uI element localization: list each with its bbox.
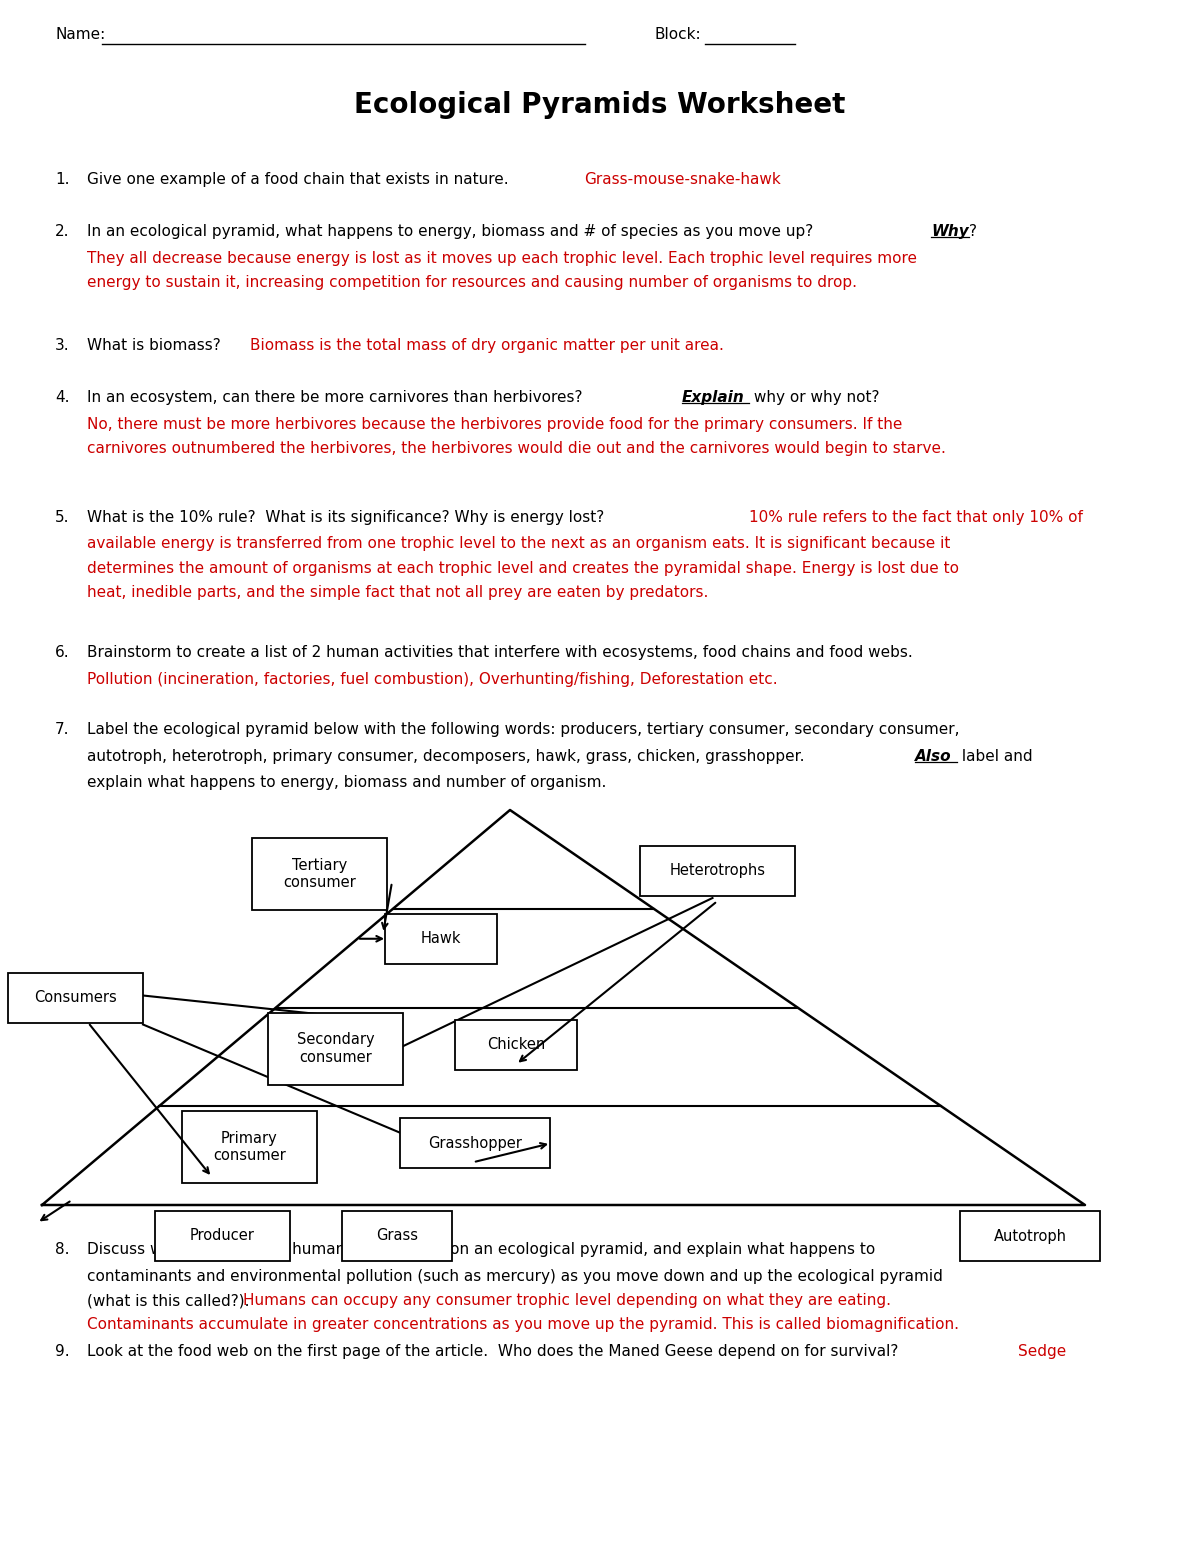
Text: Label the ecological pyramid below with the following words: producers, tertiary: Label the ecological pyramid below with …: [88, 722, 960, 738]
Text: why or why not?: why or why not?: [749, 390, 880, 405]
Bar: [455, 1019, 577, 1070]
Bar: [155, 1211, 290, 1261]
Text: explain what happens to energy, biomass and number of organism.: explain what happens to energy, biomass …: [88, 775, 606, 790]
Text: determines the amount of organisms at each trophic level and creates the pyramid: determines the amount of organisms at ea…: [88, 561, 959, 576]
Text: Chicken: Chicken: [487, 1037, 545, 1051]
Bar: [640, 846, 796, 896]
Bar: [182, 1112, 317, 1183]
Bar: [400, 1118, 550, 1168]
Text: Why: Why: [931, 224, 968, 239]
Text: 7.: 7.: [55, 722, 70, 738]
Text: Grass-mouse-snake-hawk: Grass-mouse-snake-hawk: [584, 172, 781, 186]
Text: 8.: 8.: [55, 1242, 70, 1256]
Text: Heterotrophs: Heterotrophs: [670, 863, 766, 879]
Text: Hawk: Hawk: [421, 932, 461, 946]
Bar: [8, 972, 143, 1022]
Text: 2.: 2.: [55, 224, 70, 239]
Text: Pollution (incineration, factories, fuel combustion), Overhunting/fishing, Defor: Pollution (incineration, factories, fuel…: [88, 671, 778, 686]
Text: In an ecosystem, can there be more carnivores than herbivores?: In an ecosystem, can there be more carni…: [88, 390, 593, 405]
Bar: [342, 1211, 452, 1261]
Text: Brainstorm to create a list of 2 human activities that interfere with ecosystems: Brainstorm to create a list of 2 human a…: [88, 644, 913, 660]
Text: Give one example of a food chain that exists in nature.: Give one example of a food chain that ex…: [88, 172, 514, 186]
Text: Humans can occupy any consumer trophic level depending on what they are eating.: Humans can occupy any consumer trophic l…: [244, 1294, 890, 1308]
Text: Look at the food web on the first page of the article.  Who does the Maned Geese: Look at the food web on the first page o…: [88, 1343, 904, 1359]
Text: Ecological Pyramids Worksheet: Ecological Pyramids Worksheet: [354, 92, 846, 120]
Text: 9.: 9.: [55, 1343, 70, 1359]
Text: 3.: 3.: [55, 339, 70, 353]
Text: Grasshopper: Grasshopper: [428, 1135, 522, 1151]
Bar: [960, 1211, 1100, 1261]
Text: available energy is transferred from one trophic level to the next as an organis: available energy is transferred from one…: [88, 536, 950, 551]
Text: Grass: Grass: [376, 1228, 418, 1244]
Text: Name:: Name:: [55, 26, 106, 42]
Text: 4.: 4.: [55, 390, 70, 405]
Text: What is biomass?: What is biomass?: [88, 339, 226, 353]
Text: Biomass is the total mass of dry organic matter per unit area.: Biomass is the total mass of dry organic…: [250, 339, 724, 353]
Text: Secondary
consumer: Secondary consumer: [296, 1033, 374, 1065]
Text: 10% rule refers to the fact that only 10% of: 10% rule refers to the fact that only 10…: [749, 509, 1082, 525]
Bar: [385, 913, 497, 964]
Text: No, there must be more herbivores because the herbivores provide food for the pr: No, there must be more herbivores becaus…: [88, 416, 902, 432]
Text: carnivores outnumbered the herbivores, the herbivores would die out and the carn: carnivores outnumbered the herbivores, t…: [88, 441, 946, 457]
Text: Sedge: Sedge: [1018, 1343, 1067, 1359]
Text: 6.: 6.: [55, 644, 70, 660]
Text: Contaminants accumulate in greater concentrations as you move up the pyramid. Th: Contaminants accumulate in greater conce…: [88, 1317, 959, 1332]
Text: In an ecological pyramid, what happens to energy, biomass and # of species as yo: In an ecological pyramid, what happens t…: [88, 224, 818, 239]
Text: They all decrease because energy is lost as it moves up each trophic level. Each: They all decrease because energy is lost…: [88, 250, 917, 266]
Text: 1.: 1.: [55, 172, 70, 186]
Text: label and: label and: [958, 749, 1033, 764]
Text: What is the 10% rule?  What is its significance? Why is energy lost?: What is the 10% rule? What is its signif…: [88, 509, 614, 525]
Bar: [268, 1013, 403, 1084]
Text: Primary
consumer: Primary consumer: [214, 1131, 286, 1163]
Text: contaminants and environmental pollution (such as mercury) as you move down and : contaminants and environmental pollution…: [88, 1269, 943, 1283]
Text: Tertiary
consumer: Tertiary consumer: [283, 857, 356, 890]
Text: Discuss what trophic level humans can occupy on an ecological pyramid, and expla: Discuss what trophic level humans can oc…: [88, 1242, 875, 1256]
Text: (what is this called?).: (what is this called?).: [88, 1294, 254, 1308]
Text: Producer: Producer: [190, 1228, 254, 1244]
Text: Autotroph: Autotroph: [994, 1228, 1067, 1244]
Text: Consumers: Consumers: [34, 989, 116, 1005]
Text: heat, inedible parts, and the simple fact that not all prey are eaten by predato: heat, inedible parts, and the simple fac…: [88, 585, 708, 601]
Text: Also: Also: [914, 749, 952, 764]
Text: 5.: 5.: [55, 509, 70, 525]
Text: autotroph, heterotroph, primary consumer, decomposers, hawk, grass, chicken, gra: autotroph, heterotroph, primary consumer…: [88, 749, 815, 764]
Bar: [252, 839, 386, 910]
Text: ?: ?: [970, 224, 977, 239]
Text: Block:: Block:: [655, 26, 702, 42]
Text: Explain: Explain: [682, 390, 745, 405]
Text: energy to sustain it, increasing competition for resources and causing number of: energy to sustain it, increasing competi…: [88, 275, 857, 290]
